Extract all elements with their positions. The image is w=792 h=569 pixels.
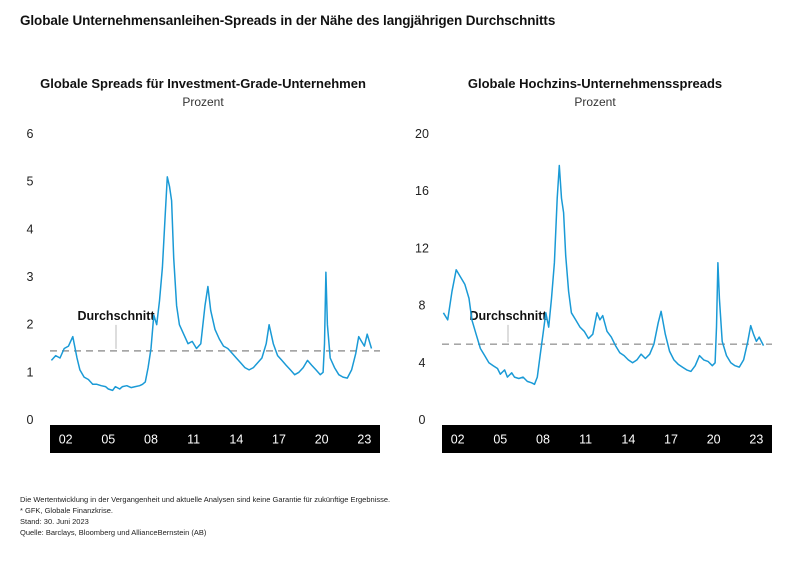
main-title: Globale Unternehmensanleihen-Spreads in … xyxy=(20,13,556,28)
y-tick-label: 6 xyxy=(27,127,34,141)
average-label: Durchschnitt xyxy=(469,309,547,323)
y-tick-label: 2 xyxy=(27,318,34,332)
series-line xyxy=(442,164,765,386)
x-tick-label: 11 xyxy=(579,433,592,447)
x-tick-label: 11 xyxy=(187,433,200,447)
x-tick-label: 23 xyxy=(749,433,763,447)
x-axis-band xyxy=(50,425,380,453)
gfk-note: * GFK, Globale Finanzkrise. xyxy=(20,506,113,515)
y-tick-label: 16 xyxy=(415,184,429,198)
series-line xyxy=(50,176,373,392)
chart-panel-investment-grade: Globale Spreads für Investment-Grade-Unt… xyxy=(18,60,388,460)
x-tick-label: 17 xyxy=(272,433,286,447)
x-tick-label: 05 xyxy=(101,433,115,447)
chart-title: Globale Spreads für Investment-Grade-Unt… xyxy=(40,76,366,91)
y-tick-label: 5 xyxy=(27,175,34,189)
x-tick-label: 08 xyxy=(144,433,158,447)
y-tick-label: 12 xyxy=(415,241,429,255)
x-tick-label: 02 xyxy=(59,433,73,447)
source-note: Quelle: Barclays, Bloomberg und Alliance… xyxy=(20,528,207,537)
x-tick-label: 20 xyxy=(707,433,721,447)
y-tick-label: 0 xyxy=(27,413,34,427)
line-chart: 0 4 8 12 16 20 02 05 08 11 14 17 20 23 Durchschnitt xyxy=(415,127,772,453)
x-tick-label: 17 xyxy=(664,433,678,447)
x-tick-label: 20 xyxy=(315,433,329,447)
y-tick-label: 0 xyxy=(419,413,426,427)
date-note: Stand: 30. Juni 2023 xyxy=(20,517,89,526)
y-tick-label: 20 xyxy=(415,127,429,141)
average-label: Durchschnitt xyxy=(77,309,155,323)
x-tick-label: 02 xyxy=(451,433,465,447)
x-tick-label: 05 xyxy=(493,433,507,447)
x-tick-label: 08 xyxy=(536,433,550,447)
disclaimer-note: Die Wertentwicklung in der Vergangenheit… xyxy=(20,495,391,504)
footnotes: Die Wertentwicklung in der Vergangenheit… xyxy=(20,494,390,538)
y-tick-label: 4 xyxy=(27,222,34,236)
y-tick-label: 3 xyxy=(27,270,34,284)
chart-unit-label: Prozent xyxy=(574,95,616,109)
x-axis-band xyxy=(442,425,772,453)
chart-title: Globale Hochzins-Unternehmensspreads xyxy=(467,76,723,91)
y-tick-label: 1 xyxy=(27,365,34,379)
y-tick-label: 8 xyxy=(419,299,426,313)
y-tick-label: 4 xyxy=(419,356,426,370)
x-tick-label: 14 xyxy=(229,433,243,447)
x-tick-label: 14 xyxy=(621,433,635,447)
x-tick-label: 23 xyxy=(357,433,371,447)
chart-panel-high-yield: Globale Hochzins-Unternehmensspreads Pro… xyxy=(410,60,780,460)
chart-unit-label: Prozent xyxy=(182,95,224,109)
